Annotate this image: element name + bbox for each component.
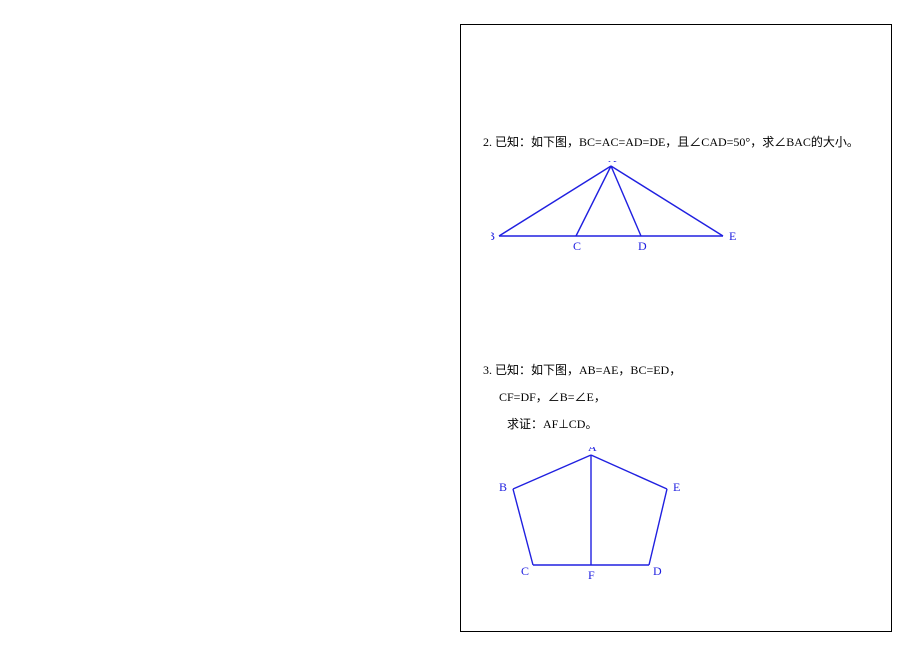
problem-3-line1: 3. 已知：如下图，AB=AE，BC=ED， [483,361,681,378]
problem-2-line: 2. 已知：如下图，BC=AC=AD=DE，且∠CAD=50°，求∠BAC的大小… [483,133,859,150]
label-F: F [588,568,595,582]
label-E: E [673,480,680,494]
problem-3-text2: CF=DF，∠B=∠E， [499,390,606,404]
page-frame: 2. 已知：如下图，BC=AC=AD=DE，且∠CAD=50°，求∠BAC的大小… [460,24,892,632]
problem-2-number: 2. [483,135,492,149]
label-E: E [729,229,736,243]
problem-3-text3: 求证：AF⊥CD。 [507,417,597,431]
edge-AE [611,166,723,236]
problem-2-text: 已知：如下图，BC=AC=AD=DE，且∠CAD=50°，求∠BAC的大小。 [495,135,859,149]
edge-BC [513,489,533,565]
problem-2-figure: A B C D E [491,161,741,261]
problem-3-figure: A B E C D F [491,447,691,587]
problem-3-number: 3. [483,363,492,377]
problem-3-line2: CF=DF，∠B=∠E， [499,388,606,405]
problem-3-line3: 求证：AF⊥CD。 [507,415,597,432]
label-B: B [499,480,507,494]
edge-AD [611,166,641,236]
label-D: D [653,564,662,578]
label-C: C [521,564,529,578]
edge-AB [513,455,591,489]
edge-EA [591,455,667,489]
edge-DE [649,489,667,565]
problem-3-text1: 已知：如下图，AB=AE，BC=ED， [495,363,681,377]
label-A: A [608,161,617,165]
label-D: D [638,239,647,253]
label-B: B [491,229,495,243]
label-C: C [573,239,581,253]
label-A: A [588,447,597,454]
